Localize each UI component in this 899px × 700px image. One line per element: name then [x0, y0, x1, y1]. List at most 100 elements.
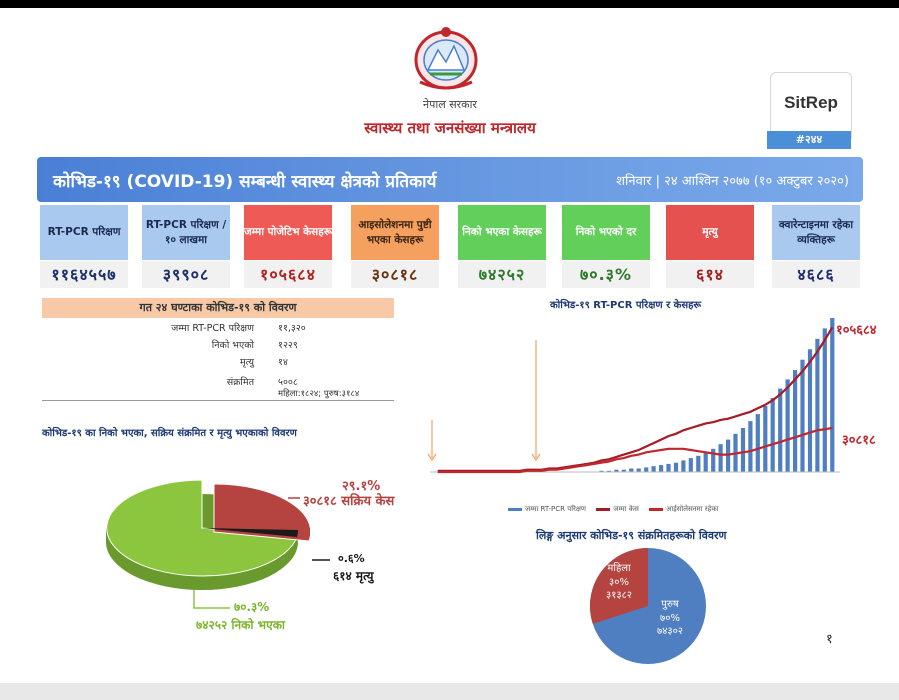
- stat-card-value: ३०८१८: [351, 261, 439, 288]
- stat-card-label: RT-PCR परिक्षण /१० लाखमा: [142, 205, 230, 260]
- test-bar: [807, 349, 813, 472]
- tests-cases-chart-title: कोभिड-१९ RT-PCR परिक्षण र केसहरू: [550, 300, 702, 311]
- stat-card-label: आइसोलेशनमा पुष्टी भएका केसहरू: [351, 205, 439, 260]
- male-count: ७४३०२: [657, 626, 683, 637]
- divider: [42, 400, 394, 401]
- legend-cases: जम्मा केस: [613, 505, 639, 513]
- pie-slice-female: [589, 548, 648, 624]
- female-count: ३१३८२: [606, 590, 632, 601]
- detail-label: जम्मा RT-PCR परिक्षण: [171, 323, 254, 334]
- test-bar: [778, 388, 783, 472]
- government-name: नेपाल सरकार: [423, 98, 477, 111]
- chart-legend: जम्मा RT-PCR परिक्षण जम्मा केस आईसोलेसनम…: [500, 505, 719, 514]
- test-bar: [681, 460, 686, 472]
- test-bar: [666, 463, 671, 472]
- test-bar: [770, 397, 775, 472]
- stat-card-total-positive: जम्मा पोजेटिभ केसहरू १०५६८४: [244, 205, 332, 288]
- tests-cases-chart: [427, 318, 840, 474]
- legend-swatch-cases: [596, 507, 611, 511]
- line-isolation: [437, 426, 833, 474]
- stat-card-label: निको भएका केसहरू: [458, 205, 546, 260]
- stat-card-tests-per-million: RT-PCR परिक्षण /१० लाखमा ३९९०८: [142, 205, 230, 288]
- legend-isolation: आईसोलेसनमा रहेका: [666, 505, 719, 513]
- pie-slice-death: [202, 528, 299, 537]
- stat-card-label: RT-PCR परिक्षण: [40, 205, 128, 260]
- stat-card-rtpcr-tests: RT-PCR परिक्षण ११६४५५७: [40, 205, 128, 288]
- top-border: [0, 0, 899, 8]
- test-bars: [599, 318, 835, 472]
- detail-value: ५००८: [278, 377, 298, 388]
- test-bar: [800, 359, 805, 472]
- peak-active-label: ३०८१८: [842, 433, 876, 448]
- test-bar: [793, 370, 798, 472]
- stat-card-label: जम्मा पोजेटिभ केसहरू: [244, 205, 332, 260]
- stat-card-deaths: मृत्यु ६१४: [666, 205, 754, 288]
- infected-breakdown: महिला:१८२४; पुरुष:३१८४: [278, 389, 360, 399]
- gender-pie-chart: [589, 548, 706, 664]
- legend-swatch-tests: [508, 507, 522, 511]
- pie-slice-recovered: [106, 479, 298, 577]
- bottom-strip: [0, 683, 899, 700]
- detail-value: १४: [278, 357, 288, 368]
- stat-card-value: ११६४५५७: [40, 261, 128, 288]
- stat-card-quarantine: क्वारेन्टाइनमा रहेका व्यक्तिहरू ४६८६: [772, 205, 860, 288]
- stat-card-value: ४६८६: [772, 261, 860, 288]
- sitrep-number: #२४४: [767, 131, 851, 149]
- stat-card-value: १०५६८४: [244, 261, 332, 288]
- test-bar: [688, 458, 693, 472]
- test-bar: [659, 465, 664, 472]
- test-bar: [726, 439, 731, 472]
- stat-card-label: क्वारेन्टाइनमा रहेका व्यक्तिहरू: [772, 205, 860, 260]
- last-24-hours-panel: गत २४ घण्टाका कोभिड-१९ को विवरण जम्मा RT…: [42, 298, 394, 402]
- female-label-block: महिला ३०% ३१३८२: [599, 562, 639, 603]
- test-bar: [629, 468, 634, 472]
- status-pie-title: कोभिड-१९ का निको भएका, सक्रिय संक्रमित र…: [42, 428, 297, 439]
- stat-card-recovery-rate: निको भएको दर ७०.३%: [562, 205, 650, 288]
- last-24-hours-title: गत २४ घण्टाका कोभिड-१९ को विवरण: [42, 298, 394, 318]
- test-bar: [621, 469, 626, 472]
- gender-pie-title: लिङ्ग अनुसार कोभिड-१९ संक्रमितहरूको विवर…: [536, 529, 727, 542]
- status-pie-chart: [106, 479, 310, 590]
- test-bar: [822, 328, 827, 472]
- test-bar: [673, 462, 679, 472]
- female-label: महिला: [607, 563, 631, 574]
- male-percent: ७०%: [660, 612, 680, 624]
- male-label-block: पुरुष ७०% ७४३०२: [640, 598, 700, 639]
- recovered-percent: ७०.३%: [234, 600, 270, 614]
- banner-title: कोभिड-१९ (COVID-19) सम्बन्धी स्वास्थ्य क…: [53, 172, 437, 192]
- stat-card-value: ६१४: [666, 261, 754, 288]
- test-bar: [755, 414, 760, 472]
- page-number: १: [826, 632, 833, 647]
- sitrep-title: SitRep: [784, 93, 838, 112]
- test-bar: [748, 421, 753, 472]
- test-bar: [599, 470, 604, 472]
- stat-card-label: निको भएको दर: [562, 205, 650, 260]
- stat-card-label: मृत्यु: [666, 205, 754, 260]
- test-bar: [614, 469, 619, 472]
- test-bar: [785, 379, 790, 472]
- detail-label: संक्रमित: [226, 377, 254, 388]
- legend-swatch-isolation: [649, 507, 664, 511]
- active-label: ३०८१८ सक्रिय केस: [303, 494, 395, 509]
- test-bar: [718, 444, 723, 472]
- banner-date: शनिवार | २४ आश्विन २०७७ (१० अक्टुबर २०२०…: [616, 174, 849, 189]
- death-label: ६१४ मृत्यु: [333, 569, 374, 583]
- stat-card-value: ७४२५२: [458, 261, 546, 288]
- test-bar: [606, 470, 612, 472]
- test-bar: [740, 428, 746, 472]
- test-bar: [830, 318, 835, 472]
- pie-slice-active: [213, 483, 310, 542]
- active-percent: २९.१%: [342, 479, 381, 494]
- stat-card-recovered: निको भएका केसहरू ७४२५२: [458, 205, 546, 288]
- test-bar: [711, 448, 716, 472]
- title-banner: कोभिड-१९ (COVID-19) सम्बन्धी स्वास्थ्य क…: [37, 157, 863, 202]
- detail-label: निको भएको: [211, 340, 254, 351]
- stat-card-isolation: आइसोलेशनमा पुष्टी भएका केसहरू ३०८१८: [351, 205, 439, 288]
- recovered-label: ७४२५२ निको भएका: [196, 618, 286, 632]
- female-percent: ३०%: [609, 576, 629, 588]
- test-bar: [696, 455, 701, 472]
- sitrep-badge: SitRep #२४४: [767, 72, 852, 149]
- test-bar: [815, 338, 820, 472]
- nepal-emblem-logo: [414, 27, 478, 90]
- detail-value: १२२९: [278, 340, 298, 351]
